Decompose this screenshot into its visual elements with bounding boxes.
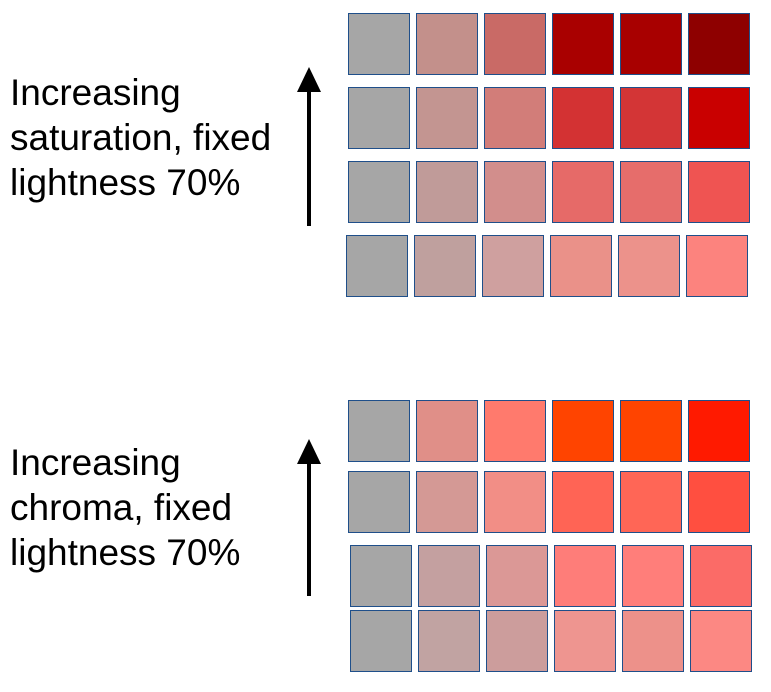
saturation-swatch-r4-c5 — [618, 235, 680, 297]
chroma-swatch-r2-c5 — [620, 471, 682, 533]
saturation-swatch-r3-c2 — [416, 161, 478, 223]
saturation-label: Increasing saturation, fixed lightness 7… — [10, 70, 271, 205]
chroma-swatch-r1-c1 — [348, 400, 410, 462]
saturation-swatch-r3-c6 — [688, 161, 750, 223]
chroma-swatch-r3-c1 — [350, 545, 412, 607]
saturation-swatch-r3-c1 — [348, 161, 410, 223]
saturation-swatch-r1-c3 — [484, 13, 546, 75]
saturation-swatch-r3-c5 — [620, 161, 682, 223]
saturation-swatch-r1-c1 — [348, 13, 410, 75]
saturation-swatch-r4-c1 — [346, 235, 408, 297]
chroma-swatch-r2-c6 — [688, 471, 750, 533]
chroma-swatch-r1-c3 — [484, 400, 546, 462]
saturation-swatch-r1-c5 — [620, 13, 682, 75]
chroma-label: Increasing chroma, fixed lightness 70% — [10, 440, 240, 575]
up-arrow-icon — [297, 439, 321, 596]
label-line: Increasing — [10, 72, 181, 113]
up-arrow-icon — [297, 67, 321, 226]
saturation-swatch-r2-c3 — [484, 87, 546, 149]
label-line: chroma, fixed — [10, 487, 233, 528]
chroma-swatch-r1-c6 — [688, 400, 750, 462]
label-line: lightness 70% — [10, 532, 241, 573]
saturation-swatch-r4-c3 — [482, 235, 544, 297]
saturation-swatch-r3-c3 — [484, 161, 546, 223]
label-line: lightness 70% — [10, 162, 241, 203]
saturation-swatch-r4-c4 — [550, 235, 612, 297]
chroma-swatch-r3-c3 — [486, 545, 548, 607]
saturation-panel: Increasing saturation, fixed lightness 7… — [0, 0, 771, 330]
saturation-swatch-r2-c1 — [348, 87, 410, 149]
saturation-swatch-r4-c2 — [414, 235, 476, 297]
saturation-swatch-r2-c5 — [620, 87, 682, 149]
chroma-swatch-r1-c4 — [552, 400, 614, 462]
chroma-swatch-r3-c2 — [418, 545, 480, 607]
saturation-swatch-r2-c4 — [552, 87, 614, 149]
chroma-swatch-r4-c3 — [486, 610, 548, 672]
label-line: saturation, fixed — [10, 117, 272, 158]
saturation-swatch-r2-c2 — [416, 87, 478, 149]
saturation-swatch-r4-c6 — [686, 235, 748, 297]
chroma-panel: Increasing chroma, fixed lightness 70% — [0, 385, 771, 685]
chroma-swatch-r1-c5 — [620, 400, 682, 462]
saturation-swatch-r1-c2 — [416, 13, 478, 75]
chroma-swatch-r1-c2 — [416, 400, 478, 462]
chroma-swatch-r3-c5 — [622, 545, 684, 607]
chroma-swatch-r4-c6 — [690, 610, 752, 672]
chroma-swatch-r4-c5 — [622, 610, 684, 672]
chroma-swatch-r4-c2 — [418, 610, 480, 672]
label-line: Increasing — [10, 442, 181, 483]
chroma-swatch-r4-c4 — [554, 610, 616, 672]
chroma-swatch-r2-c2 — [416, 471, 478, 533]
saturation-swatch-r1-c6 — [688, 13, 750, 75]
chroma-swatch-r3-c4 — [554, 545, 616, 607]
chroma-swatch-r2-c3 — [484, 471, 546, 533]
saturation-swatch-r2-c6 — [688, 87, 750, 149]
chroma-swatch-r2-c4 — [552, 471, 614, 533]
saturation-swatch-r1-c4 — [552, 13, 614, 75]
chroma-swatch-r4-c1 — [350, 610, 412, 672]
chroma-swatch-r2-c1 — [348, 471, 410, 533]
chroma-swatch-r3-c6 — [690, 545, 752, 607]
saturation-swatch-r3-c4 — [552, 161, 614, 223]
